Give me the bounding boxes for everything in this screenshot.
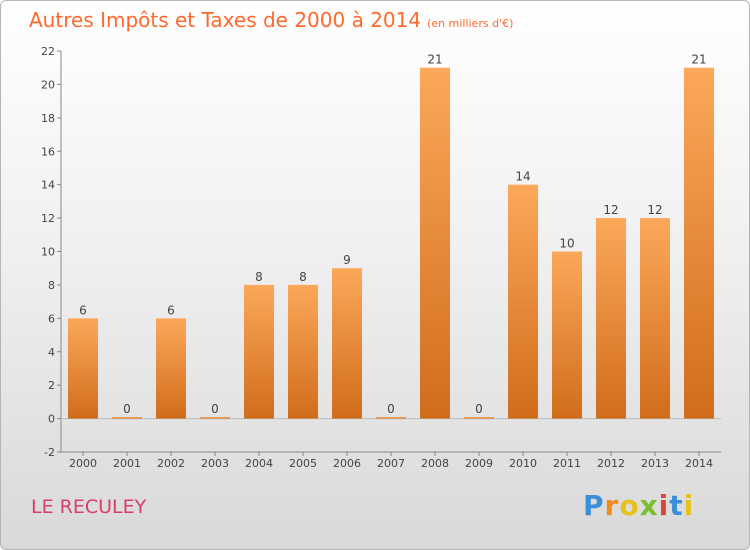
y-tick-label: 22 [41, 45, 55, 58]
bars [68, 67, 714, 419]
data-label-2005: 8 [299, 270, 307, 284]
x-tick-label-2013: 2013 [641, 457, 669, 470]
bar-2003 [200, 417, 230, 419]
logo-letter: t [669, 489, 684, 522]
proxiti-logo: Proxiti [583, 489, 694, 522]
bar-2011 [552, 251, 582, 419]
data-label-2013: 12 [647, 203, 662, 217]
x-tick-label-2005: 2005 [289, 457, 317, 470]
bar-2001 [112, 417, 142, 419]
bar-2004 [244, 284, 274, 419]
data-label-2012: 12 [603, 203, 618, 217]
data-label-2007: 0 [387, 402, 395, 416]
x-tick-label-2011: 2011 [553, 457, 581, 470]
data-label-2003: 0 [211, 402, 219, 416]
logo-letter: o [619, 489, 640, 522]
data-label-2010: 14 [515, 170, 530, 184]
x-tick-label-2006: 2006 [333, 457, 361, 470]
bar-2013 [640, 218, 670, 419]
logo-letter: x [639, 489, 659, 522]
bar-2000 [68, 318, 98, 419]
x-tick-label-2004: 2004 [245, 457, 273, 470]
logo-letter: i [683, 489, 695, 522]
data-label-2004: 8 [255, 270, 263, 284]
logo-letter: i [658, 489, 670, 522]
x-tick-label-2008: 2008 [421, 457, 449, 470]
chart-subtitle: (en milliers d'€) [427, 17, 514, 30]
data-label-2011: 10 [559, 237, 574, 251]
y-tick-label: 8 [48, 279, 55, 292]
y-tick-label: 10 [41, 246, 55, 259]
y-tick-label: 4 [48, 346, 55, 359]
bar-2002 [156, 318, 186, 419]
axes: -2 0 2 4 6 8 10 12 14 16 18 20 22 2000 2001 2002 2003 200… [41, 45, 721, 470]
x-tick-label-2002: 2002 [157, 457, 185, 470]
y-tick-label: 18 [41, 112, 55, 125]
bar-2014 [684, 67, 714, 419]
x-tick-label-2010: 2010 [509, 457, 537, 470]
bar-2009 [464, 417, 494, 419]
bar-2006 [332, 268, 362, 419]
y-tick-label: 16 [41, 145, 55, 158]
x-tick-label-2003: 2003 [201, 457, 229, 470]
bar-2008 [420, 67, 450, 419]
y-tick-label: 20 [41, 78, 55, 91]
bar-2010 [508, 184, 538, 419]
logo-letter: r [604, 489, 620, 522]
bar-2012 [596, 218, 626, 419]
x-tick-label-2012: 2012 [597, 457, 625, 470]
data-label-2000: 6 [79, 303, 87, 317]
logo-letter: P [583, 489, 605, 522]
data-label-2009: 0 [475, 402, 483, 416]
y-tick-label: 2 [48, 379, 55, 392]
y-tick-label: 6 [48, 312, 55, 325]
x-tick-label-2009: 2009 [465, 457, 493, 470]
data-label-2008: 21 [427, 53, 442, 67]
x-tick-label-2007: 2007 [377, 457, 405, 470]
data-label-2001: 0 [123, 402, 131, 416]
bar-2007 [376, 417, 406, 419]
chart-title: Autres Impôts et Taxes de 2000 à 2014 (en… [29, 8, 513, 32]
y-tick-label: -2 [44, 446, 55, 459]
data-label-2014: 21 [691, 53, 706, 67]
bar-2005 [288, 284, 318, 419]
data-label-2006: 9 [343, 253, 351, 267]
x-tick-label-2014: 2014 [685, 457, 713, 470]
data-label-2002: 6 [167, 303, 175, 317]
x-tick-label-2000: 2000 [69, 457, 97, 470]
data-labels: 6 0 6 0 8 8 9 0 21 0 14 10 12 12 21 [79, 53, 706, 416]
y-tick-label: 0 [48, 413, 55, 426]
commune-name: LE RECULEY [31, 496, 147, 518]
x-tick-label-2001: 2001 [113, 457, 141, 470]
y-tick-label: 12 [41, 212, 55, 225]
chart-title-text: Autres Impôts et Taxes de 2000 à 2014 [29, 8, 422, 32]
y-tick-label: 14 [41, 179, 55, 192]
